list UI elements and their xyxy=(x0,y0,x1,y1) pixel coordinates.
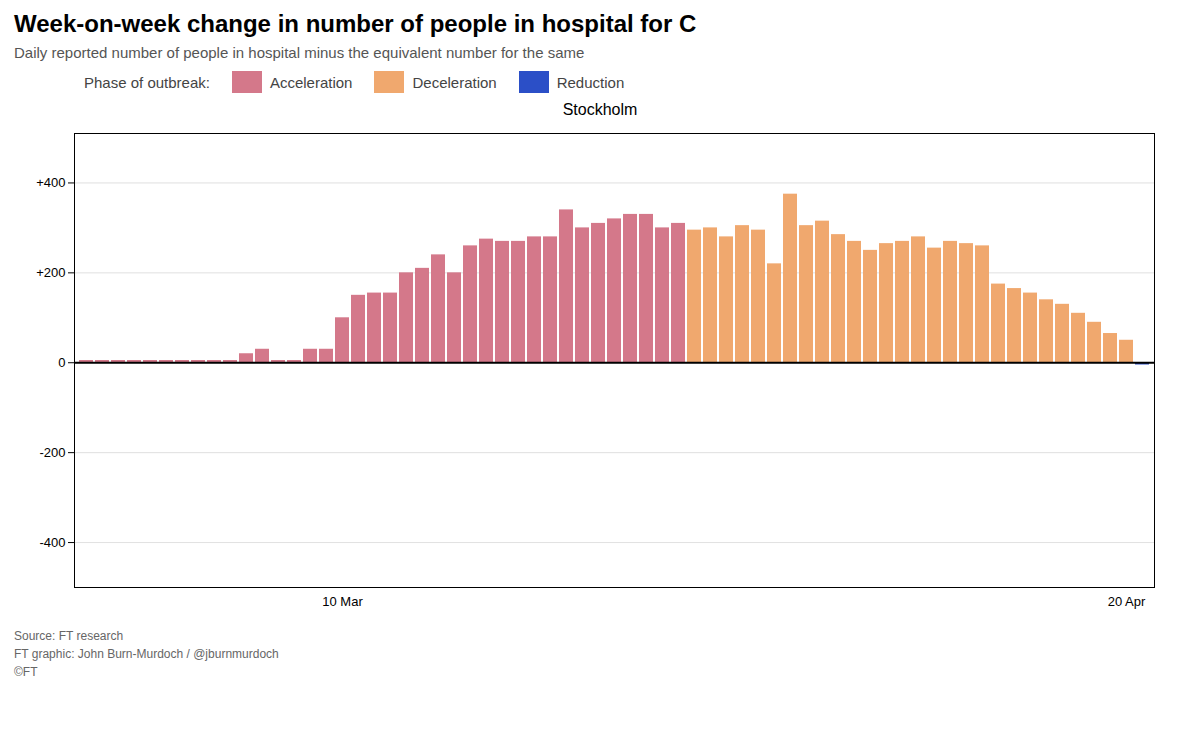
svg-text:0: 0 xyxy=(58,355,65,370)
svg-text:-400: -400 xyxy=(39,535,65,550)
html-text:Deceleration: Deceleration xyxy=(412,73,497,91)
html-text:Daily reported number of peopl: Daily reported number of people in hospi… xyxy=(14,44,585,61)
svg-text:+400: +400 xyxy=(36,175,65,190)
html-text:Phase of outbreak:: Phase of outbreak: xyxy=(84,73,210,91)
html-text:Stockholm: Stockholm xyxy=(562,101,638,118)
svg-text:+200: +200 xyxy=(36,265,65,280)
html-text:Reduction: Reduction xyxy=(556,73,625,91)
html-text:Week-on-week change in number: Week-on-week change in number of people … xyxy=(14,10,697,37)
svg-text:10 Mar: 10 Mar xyxy=(322,594,363,609)
html-text:Source: FT research FT graphic: Source: FT research FT graphic: John Bur… xyxy=(14,629,279,679)
svg-text:20 Apr: 20 Apr xyxy=(1108,594,1146,609)
html-text:Acceleration: Acceleration xyxy=(269,73,353,91)
svg-text:-200: -200 xyxy=(39,445,65,460)
